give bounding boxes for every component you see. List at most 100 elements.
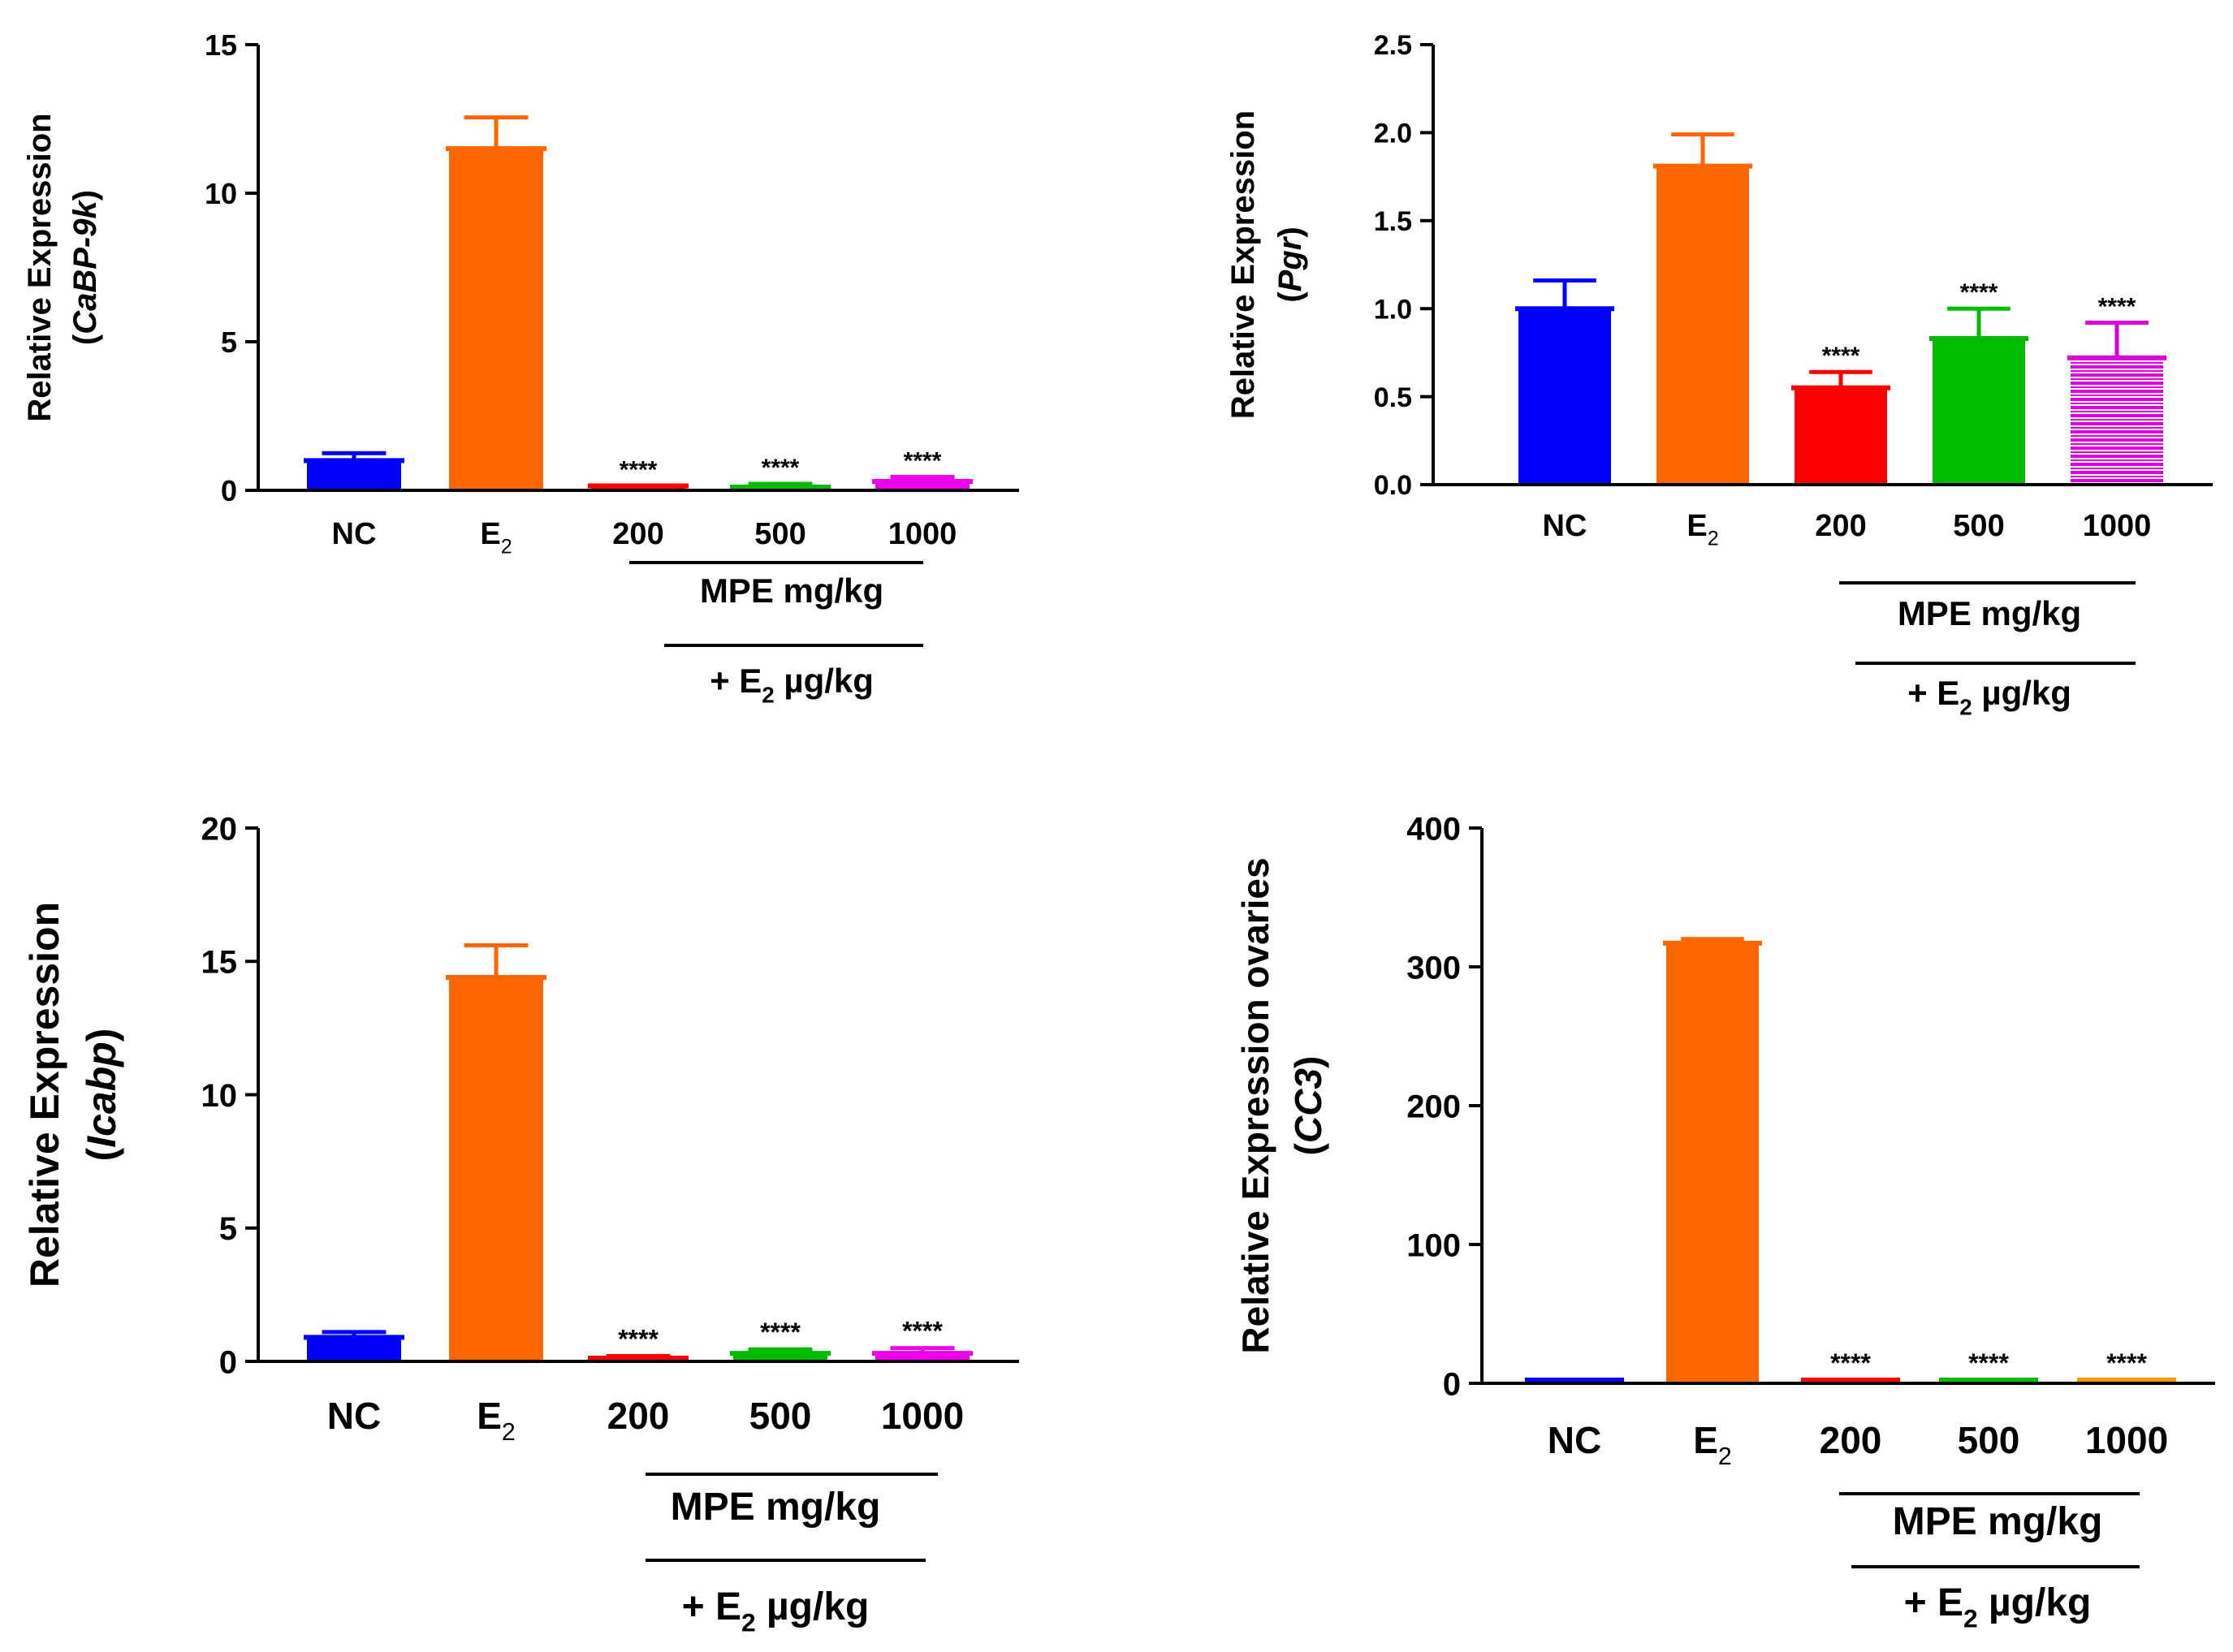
- significance-marker: ****: [1830, 1348, 1871, 1378]
- category-subscript: 2: [1708, 527, 1719, 550]
- category-text: 1000: [2085, 1419, 2168, 1461]
- category-text: 200: [1820, 1419, 1882, 1461]
- category-subscript: 2: [502, 1419, 516, 1446]
- category-text: 200: [1815, 509, 1866, 543]
- group-label-e2: + E2 µg/kg: [1907, 674, 2071, 720]
- category-text: E: [477, 1395, 502, 1437]
- group-label-dose: MPE mg/kg: [1893, 1500, 2103, 1543]
- bar-500: [733, 1353, 827, 1361]
- y-axis-title: Relative Expression: [1225, 110, 1261, 419]
- bar-e2: [449, 149, 543, 490]
- y-tick-label: 100: [1406, 1227, 1461, 1263]
- group-label-subscript: 2: [741, 1607, 756, 1637]
- group-label-prefix: + E: [710, 662, 762, 700]
- y-tick-label: 2.0: [1374, 119, 1412, 149]
- group-label-subscript: 2: [1963, 1603, 1978, 1633]
- x-category-label: NC: [1548, 1419, 1601, 1461]
- x-category-label: 500: [1958, 1419, 2020, 1461]
- category-text: 500: [1958, 1419, 2020, 1461]
- category-text: E: [1693, 1419, 1718, 1461]
- group-label-suffix: µg/kg: [775, 662, 874, 700]
- y-tick-label: 0.0: [1374, 470, 1412, 501]
- x-category-label: 200: [607, 1395, 670, 1437]
- y-tick-label: 0.5: [1374, 382, 1412, 413]
- paren: ): [67, 190, 103, 201]
- group-label-e2: + E2 µg/kg: [682, 1585, 870, 1637]
- y-tick-label: 15: [201, 945, 238, 981]
- significance-marker: ****: [1960, 279, 1998, 306]
- category-text: 200: [607, 1395, 670, 1437]
- category-text: 500: [1953, 509, 2004, 543]
- y-tick-label: 200: [1406, 1089, 1461, 1124]
- gene-name: Pgr: [1272, 235, 1308, 291]
- x-category-label: NC: [327, 1395, 381, 1437]
- category-text: E: [1687, 509, 1707, 543]
- paren: ): [1287, 1056, 1329, 1068]
- group-label-suffix: µg/kg: [756, 1585, 870, 1628]
- x-category-label: 500: [754, 517, 806, 551]
- paren: (: [1287, 1142, 1329, 1155]
- group-label-suffix: µg/kg: [1978, 1581, 2092, 1624]
- gene-name: CaBP-9k: [67, 199, 103, 334]
- category-text: 500: [754, 517, 806, 551]
- y-tick-label: 2.5: [1374, 30, 1412, 61]
- y-tick-label: 5: [219, 1211, 237, 1247]
- y-tick-label: 1.0: [1374, 294, 1412, 325]
- significance-marker: ****: [2106, 1348, 2147, 1378]
- y-axis-gene: (CC3): [1287, 1056, 1329, 1156]
- x-category-label: E2: [1693, 1419, 1732, 1470]
- y-tick-label: 0: [219, 1344, 237, 1380]
- bar-200: [1795, 387, 1887, 485]
- y-tick-label: 15: [205, 28, 237, 62]
- category-text: NC: [332, 517, 377, 551]
- x-category-label: 1000: [881, 1395, 964, 1437]
- group-label-prefix: + E: [682, 1585, 741, 1628]
- y-axis-title: Relative Expression: [22, 113, 58, 421]
- bar-nc: [307, 1337, 401, 1361]
- y-tick-label: 400: [1406, 811, 1461, 847]
- bar-e2: [1666, 942, 1759, 1383]
- paren: (: [79, 1147, 124, 1161]
- category-text: NC: [327, 1395, 381, 1437]
- bar-nc: [307, 460, 401, 490]
- y-tick-label: 10: [201, 1078, 238, 1114]
- bar-500: [1933, 339, 2025, 485]
- category-text: NC: [1548, 1419, 1601, 1461]
- x-category-label: 1000: [2083, 509, 2152, 543]
- gene-name: Icabp: [79, 1042, 124, 1148]
- x-category-label: 1000: [888, 517, 957, 551]
- group-label-subscript: 2: [762, 683, 774, 708]
- x-category-label: NC: [1543, 509, 1587, 543]
- bar-nc: [1518, 308, 1611, 485]
- category-text: 200: [612, 517, 663, 551]
- x-category-label: E2: [1687, 509, 1718, 550]
- group-label-e2: + E2 µg/kg: [1904, 1581, 2092, 1633]
- y-tick-label: 5: [221, 326, 237, 359]
- x-category-label: 500: [1953, 509, 2004, 543]
- category-subscript: 2: [1718, 1443, 1732, 1470]
- bar-1000: [875, 1353, 970, 1361]
- x-category-label: 1000: [2085, 1419, 2168, 1461]
- x-category-label: E2: [477, 1395, 516, 1446]
- y-tick-label: 0: [221, 474, 237, 507]
- significance-marker: ****: [1968, 1348, 2009, 1378]
- group-label-dose: MPE mg/kg: [700, 572, 883, 610]
- significance-marker: ****: [620, 457, 658, 484]
- y-axis-title: Relative Expression ovaries: [1234, 857, 1276, 1353]
- bar-1000: [2071, 357, 2163, 485]
- x-category-label: 200: [1820, 1419, 1882, 1461]
- significance-marker: ****: [762, 455, 800, 481]
- category-text: 1000: [881, 1395, 964, 1437]
- significance-marker: ****: [902, 1317, 943, 1346]
- bar-1000: [875, 481, 970, 490]
- paren: ): [1272, 226, 1308, 237]
- x-category-label: E2: [480, 517, 512, 558]
- significance-marker: ****: [760, 1318, 801, 1347]
- paren: (: [1272, 291, 1308, 303]
- category-subscript: 2: [501, 535, 512, 558]
- y-axis-gene: (Pgr): [1272, 226, 1308, 302]
- group-label-dose: MPE mg/kg: [671, 1486, 881, 1529]
- group-label-prefix: + E: [1907, 674, 1959, 712]
